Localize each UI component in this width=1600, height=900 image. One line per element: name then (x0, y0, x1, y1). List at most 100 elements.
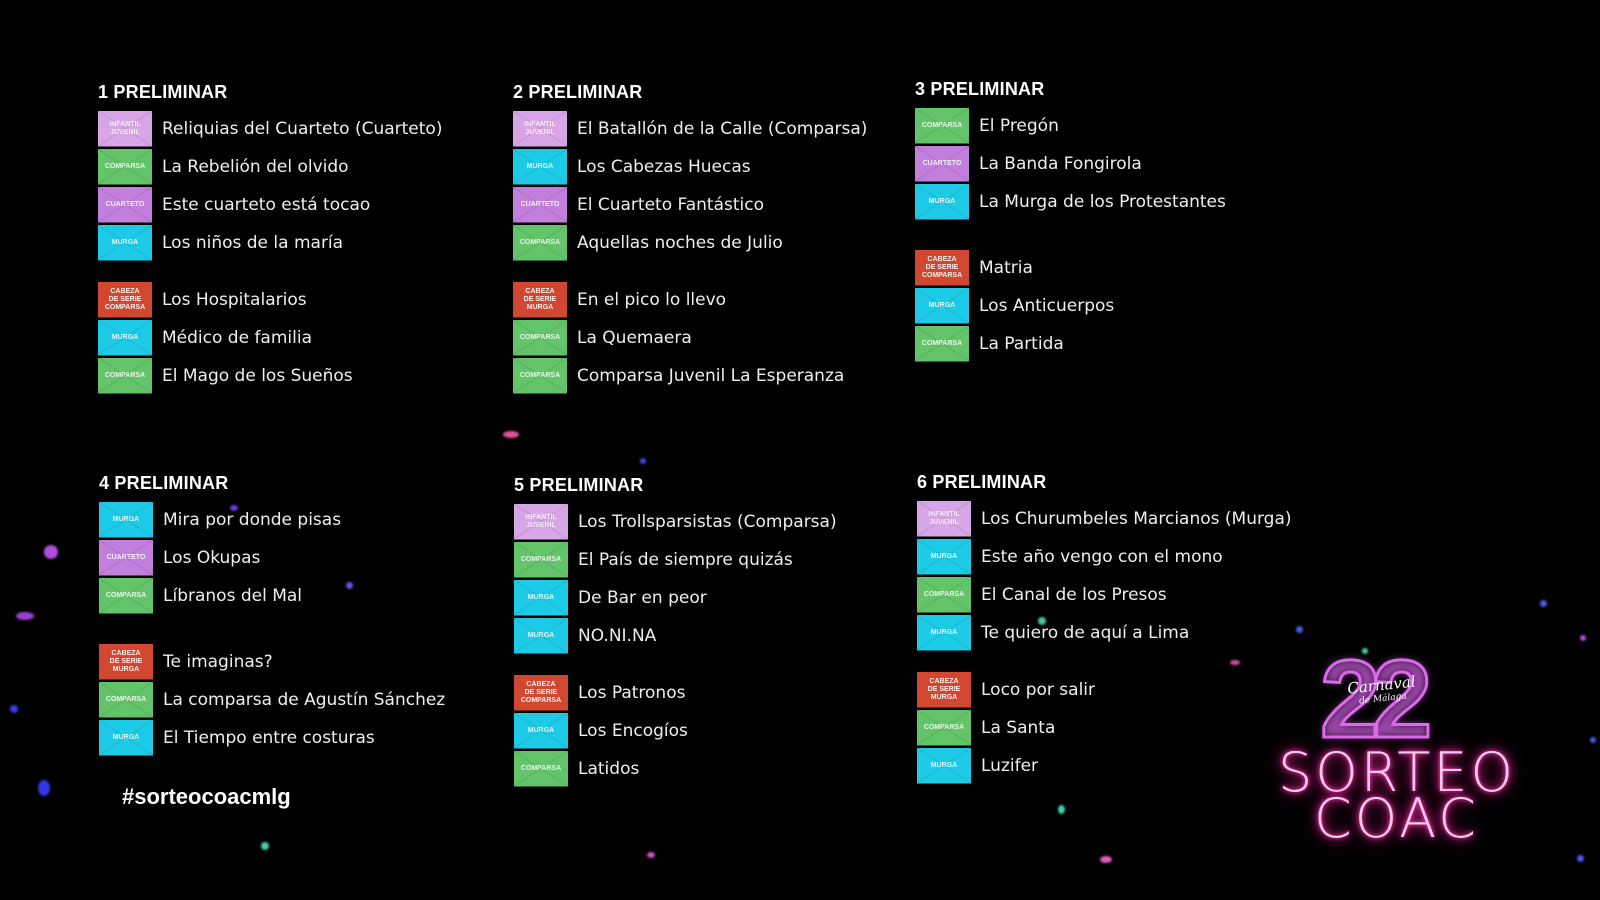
confetti-decoration (647, 852, 655, 858)
group-name: La Partida (979, 334, 1064, 354)
group-name: Este año vengo con el mono (981, 547, 1223, 567)
category-badge-cabeza-de-serie: CABEZA DE SERIE MURGA (513, 282, 567, 318)
group-name: La Quemaera (577, 328, 692, 348)
list-item: COMPARSA La Partida (915, 325, 1226, 363)
category-badge-cabeza-de-serie: CABEZA DE SERIE COMPARSA (98, 282, 152, 318)
category-badge-cabeza-de-serie: CABEZA DE SERIE COMPARSA (514, 675, 568, 711)
group-6-preliminar: 6 PRELIMINAR INFANTIL JUVENIL Los Churumb… (917, 472, 1292, 785)
group-name: Mira por donde pisas (163, 510, 342, 530)
group-title: 3 PRELIMINAR (915, 79, 1045, 99)
group-name: Los Anticuerpos (979, 296, 1115, 316)
list-item: CUARTETO La Banda Fongirola (915, 145, 1226, 183)
group-name: El Tiempo entre costuras (163, 728, 375, 748)
group-name: La Murga de los Protestantes (979, 192, 1226, 212)
list-item: MURGA De Bar en peor (514, 579, 837, 617)
list-item: MURGA NO.NI.NA (514, 617, 837, 655)
list-item: MURGA Los niños de la maría (98, 224, 442, 262)
logo-sorteo-text: SORTEO (1278, 741, 1516, 804)
category-badge-murga: MURGA (98, 225, 152, 261)
list-item: COMPARSA La Santa (917, 709, 1292, 747)
group-2-preliminar: 2 PRELIMINAR INFANTIL JUVENIL El Batallón… (513, 82, 867, 395)
category-badge-cabeza-de-serie: CABEZA DE SERIE MURGA (99, 644, 153, 680)
group-name: Te quiero de aquí a Lima (981, 623, 1190, 643)
category-badge-comparsa: COMPARSA (514, 542, 568, 578)
confetti-decoration (1540, 600, 1547, 607)
category-badge-comparsa: COMPARSA (513, 320, 567, 356)
group-name: Reliquias del Cuarteto (Cuarteto) (162, 119, 443, 139)
list-item: CABEZA DE SERIE MURGA En el pico lo llevo (513, 281, 867, 319)
group-name: El País de siempre quizás (578, 550, 793, 570)
confetti-decoration (38, 780, 50, 796)
group-title: 1 PRELIMINAR (98, 82, 228, 102)
category-badge-murga: MURGA (917, 748, 971, 784)
list-item: CABEZA DE SERIE COMPARSA Matria (915, 249, 1226, 287)
logo-year: 22 (1318, 638, 1433, 761)
group-name: La Rebelión del olvido (162, 157, 349, 177)
category-badge-comparsa: COMPARSA (915, 326, 969, 362)
logo-coac-text: COAC (1314, 787, 1479, 850)
confetti-decoration (1590, 737, 1596, 743)
list-item: COMPARSA El Canal de los Presos (917, 576, 1292, 614)
list-item: MURGA Médico de familia (98, 319, 442, 357)
group-name: Comparsa Juvenil La Esperanza (577, 366, 845, 386)
list-item: MURGA Los Anticuerpos (915, 287, 1226, 325)
list-item: COMPARSA La Quemaera (513, 319, 867, 357)
hashtag: #sorteocoacmlg (122, 784, 291, 809)
group-name: La Santa (981, 718, 1056, 738)
group-title: 6 PRELIMINAR (917, 472, 1047, 492)
category-badge-comparsa: COMPARSA (917, 577, 971, 613)
confetti-decoration (1580, 635, 1586, 641)
category-badge-cuarteto: CUARTETO (99, 540, 153, 576)
group-name: La Banda Fongirola (979, 154, 1142, 174)
category-badge-comparsa: COMPARSA (917, 710, 971, 746)
list-item: INFANTIL JUVENIL Los Trollsparsistas (Com… (514, 503, 837, 541)
list-item: CUARTETO Este cuarteto está tocao (98, 186, 442, 224)
category-badge-cuarteto: CUARTETO (915, 146, 969, 182)
list-item: MURGA Este año vengo con el mono (917, 538, 1292, 576)
category-badge-murga: MURGA (99, 502, 153, 538)
list-item: COMPARSA La Rebelión del olvido (98, 148, 442, 186)
confetti-decoration (1058, 805, 1065, 814)
group-name: En el pico lo llevo (577, 290, 727, 310)
confetti-decoration (10, 705, 18, 713)
category-badge-murga: MURGA (514, 580, 568, 616)
list-item: COMPARSA Comparsa Juvenil La Esperanza (513, 357, 867, 395)
list-item: MURGA La Murga de los Protestantes (915, 183, 1226, 221)
group-name: Luzifer (981, 756, 1039, 776)
confetti-decoration (503, 431, 519, 438)
category-badge-cuarteto: CUARTETO (98, 187, 152, 223)
list-item: MURGA Los Encogíos (514, 712, 837, 750)
group-name: Los Trollsparsistas (Comparsa) (578, 512, 837, 532)
group-name: Este cuarteto está tocao (162, 195, 371, 215)
confetti-decoration (16, 612, 34, 620)
list-item: MURGA Mira por donde pisas (99, 501, 445, 539)
group-name: El Batallón de la Calle (Comparsa) (577, 119, 868, 139)
category-badge-infantil-juvenil: INFANTIL JUVENIL (513, 111, 567, 147)
list-item: INFANTIL JUVENIL Reliquias del Cuarteto (… (98, 110, 442, 148)
list-item: CUARTETO El Cuarteto Fantástico (513, 186, 867, 224)
list-item: COMPARSA La comparsa de Agustín Sánchez (99, 681, 445, 719)
confetti-decoration (1362, 648, 1368, 654)
confetti-decoration (1038, 617, 1046, 625)
list-item: CABEZA DE SERIE COMPARSA Los Patronos (514, 674, 837, 712)
group-name: Los Okupas (163, 548, 261, 568)
category-badge-murga: MURGA (514, 618, 568, 654)
list-item: COMPARSA Latidos (514, 750, 837, 788)
group-name: Aquellas noches de Julio (577, 233, 783, 253)
group-name: El Cuarteto Fantástico (577, 195, 764, 215)
confetti-decoration (44, 545, 58, 559)
group-title: 4 PRELIMINAR (99, 473, 229, 493)
group-name: Los Cabezas Huecas (577, 157, 751, 177)
category-badge-comparsa: COMPARSA (513, 225, 567, 261)
list-item: COMPARSA Líbranos del Mal (99, 577, 445, 615)
category-badge-comparsa: COMPARSA (915, 108, 969, 144)
group-name: Los Churumbeles Marcianos (Murga) (981, 509, 1292, 529)
group-5-preliminar: 5 PRELIMINAR INFANTIL JUVENIL Los Trollsp… (514, 475, 837, 788)
list-item: MURGA Los Cabezas Huecas (513, 148, 867, 186)
list-item: INFANTIL JUVENIL Los Churumbeles Marciano… (917, 500, 1292, 538)
group-title: 2 PRELIMINAR (513, 82, 643, 102)
group-name: La comparsa de Agustín Sánchez (163, 690, 446, 710)
group-name: El Canal de los Presos (981, 585, 1167, 605)
list-item: INFANTIL JUVENIL El Batallón de la Calle … (513, 110, 867, 148)
category-badge-comparsa: COMPARSA (514, 751, 568, 787)
